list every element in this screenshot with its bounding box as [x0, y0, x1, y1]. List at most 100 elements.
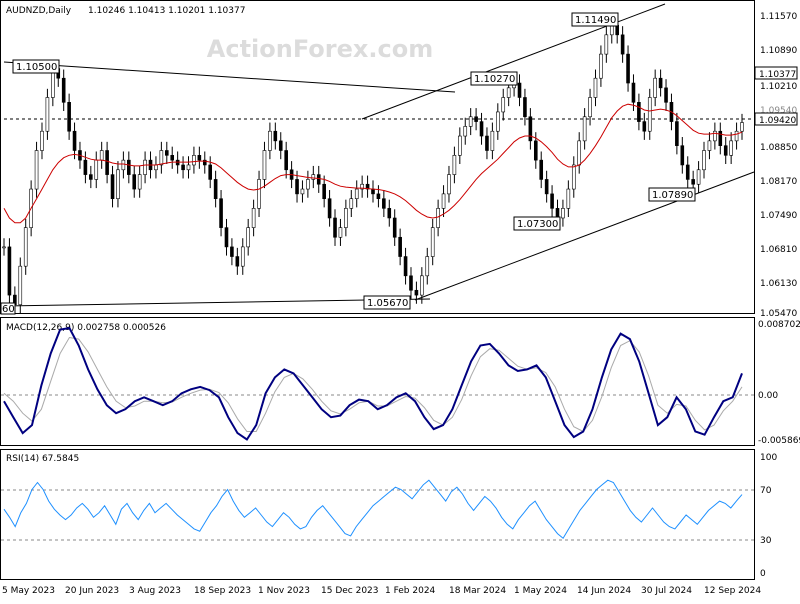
candle-body: [257, 179, 261, 209]
candle-body: [154, 164, 158, 171]
candle-body: [45, 97, 50, 132]
candle-body: [729, 140, 733, 156]
candle-body: [137, 174, 142, 190]
candle-body: [99, 150, 104, 161]
price-tick: 1.11570: [760, 12, 797, 22]
price-label-text: 1.07890: [652, 190, 693, 201]
candle-body: [344, 208, 348, 228]
candle-body: [604, 34, 609, 55]
reference-level-marker: 1.09420: [754, 112, 798, 126]
candle-body: [40, 130, 44, 151]
candle-body: [593, 77, 598, 98]
price-label-1-10270: 1.10270: [470, 71, 518, 86]
candle-body: [696, 169, 701, 185]
candle-body: [170, 155, 175, 161]
candle-body: [718, 130, 723, 146]
candle-body: [734, 130, 739, 142]
candle-body: [327, 198, 332, 219]
candle-body: [637, 102, 641, 122]
candle-body: [300, 188, 305, 195]
rsi-tick: 100: [760, 453, 777, 463]
candle-body: [83, 159, 88, 175]
candle-body: [409, 275, 413, 291]
candle-body: [268, 130, 272, 151]
candle-body: [105, 150, 109, 175]
candle-body: [723, 145, 728, 156]
candle-body: [354, 188, 359, 200]
candle-body: [544, 179, 549, 195]
candle-body: [338, 227, 343, 238]
candle-body: [425, 256, 430, 277]
x-axis: 5 May 2023 20 Jun 2023 3 Aug 2023 18 Sep…: [2, 586, 761, 596]
candle-body: [588, 97, 592, 118]
rsi-tick: 70: [760, 486, 772, 496]
macd-tick: 0.00: [758, 391, 778, 401]
x-tick: 30 Jul 2024: [641, 586, 692, 596]
candle-body: [685, 164, 690, 180]
candle-body: [251, 208, 256, 228]
candle-body: [67, 102, 71, 132]
candle-body: [713, 130, 717, 142]
candle-body: [202, 159, 207, 166]
x-tick: 1 May 2024: [514, 586, 567, 596]
candle-body: [414, 289, 419, 296]
candle-body: [224, 227, 229, 248]
price-tick: 1.06810: [760, 245, 797, 255]
candle-body: [7, 246, 12, 296]
candle-body: [609, 24, 614, 36]
macd-panel-frame: [0, 317, 755, 446]
candle-body: [506, 87, 511, 98]
macd-tick: 0.008702: [758, 320, 800, 330]
candle-body: [533, 140, 538, 161]
candle-body: [398, 236, 402, 257]
candle-body: [528, 116, 533, 142]
candle-body: [94, 159, 99, 180]
candle-body: [539, 159, 544, 180]
candle-body: [550, 193, 554, 209]
candle-body: [132, 174, 137, 190]
candle-body: [333, 217, 337, 238]
candle-body: [474, 116, 478, 122]
x-tick: 14 Jun 2024: [577, 586, 631, 596]
x-tick: 18 Sep 2023: [194, 586, 251, 596]
candle-body: [392, 217, 397, 238]
candle-body: [235, 256, 240, 267]
candle-body: [653, 77, 657, 98]
candle-body: [192, 155, 196, 166]
x-tick: 18 Mar 2024: [449, 586, 506, 596]
candle-body: [430, 227, 435, 257]
candle-body: [571, 164, 576, 190]
moving-average-line: [3, 103, 743, 224]
price-tick: 1.10210: [760, 82, 797, 92]
candle-body: [246, 227, 250, 248]
candle-body: [458, 135, 462, 156]
macd-tick: -0.005869: [758, 436, 800, 446]
candle-body: [121, 159, 126, 171]
candle-body: [349, 198, 354, 209]
candle-body: [577, 140, 582, 166]
x-tick: 1 Feb 2024: [385, 586, 436, 596]
candle-body: [2, 246, 6, 249]
candle-body: [702, 150, 706, 171]
candle-body: [658, 77, 663, 89]
price-tick: 1.07490: [760, 211, 797, 221]
x-tick: 12 Sep 2024: [704, 586, 761, 596]
trend-line-bottom: [3, 298, 431, 307]
price-panel-ohlc: 1.10246 1.10413 1.10201 1.10377: [88, 6, 245, 16]
candle-body: [452, 155, 457, 175]
candle-body: [164, 150, 169, 156]
price-tick: 1.09540: [760, 106, 797, 116]
macd-main-line: [3, 326, 743, 441]
x-tick: 5 May 2023: [2, 586, 55, 596]
price-tick: 1.08170: [760, 177, 797, 187]
candle-body: [447, 174, 451, 195]
macd-y-axis: 0.008702 0.00 -0.005869: [758, 320, 800, 446]
candle-body: [631, 82, 636, 103]
price-label-text: 1.10500: [16, 62, 57, 73]
trend-line-channel-lower: [414, 171, 755, 301]
candle-body: [382, 198, 386, 209]
candle-body: [306, 179, 310, 190]
candle-body: [295, 179, 299, 195]
price-label-text: 1.11490: [575, 15, 616, 26]
